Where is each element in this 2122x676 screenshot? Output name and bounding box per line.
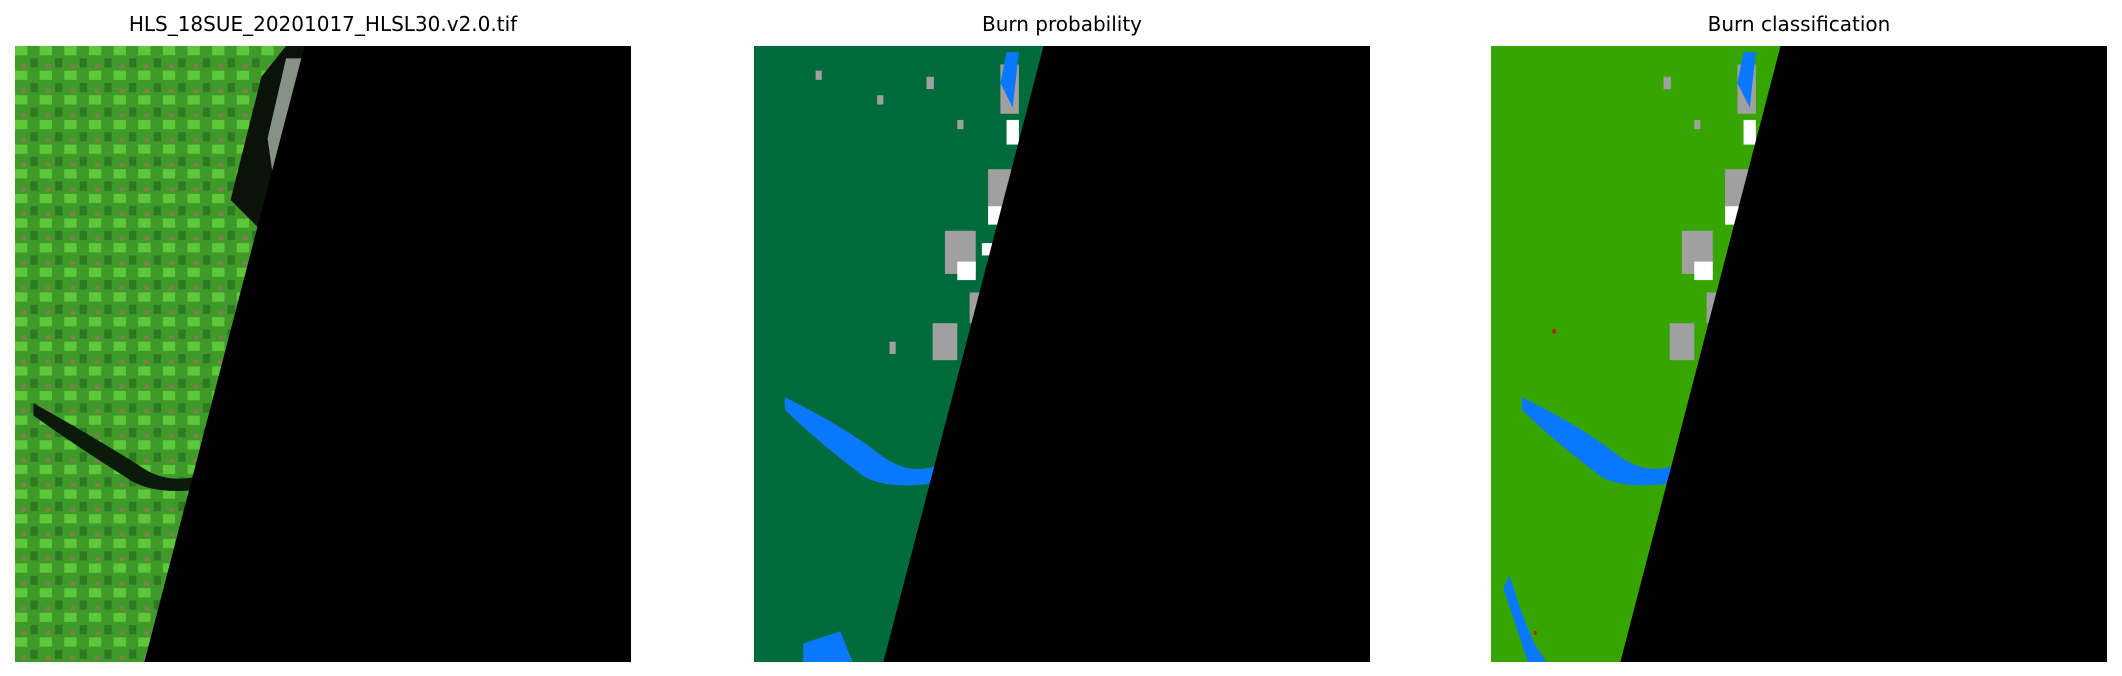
rgb-image-panel: [15, 46, 631, 662]
panel-title-probability: Burn probability: [981, 12, 1142, 36]
nodata-region: [1620, 46, 2107, 662]
rgb-image: [15, 46, 631, 662]
water-bottom: [1503, 575, 1547, 662]
water-lake: [1521, 397, 1676, 486]
burn-probability-map: [754, 46, 1370, 662]
burn-probability-panel: [754, 46, 1370, 662]
water-coast: [1000, 52, 1019, 108]
nodata-region: [883, 46, 1370, 662]
bright-clouds: [1694, 119, 1756, 281]
burn-classification-map: [1491, 46, 2107, 662]
water-bottom: [803, 631, 853, 662]
burn-classification-panel: [1491, 46, 2107, 662]
burn-pixels: [1534, 329, 1556, 635]
nodata-region: [144, 46, 631, 662]
panel-title-rgb: HLS_18SUE_20201017_HLSL30.v2.0.tif: [128, 12, 518, 36]
water-coast: [1737, 52, 1756, 108]
river: [33, 403, 200, 492]
water-lake: [784, 397, 939, 486]
panel-title-classification: Burn classification: [1707, 12, 1891, 36]
